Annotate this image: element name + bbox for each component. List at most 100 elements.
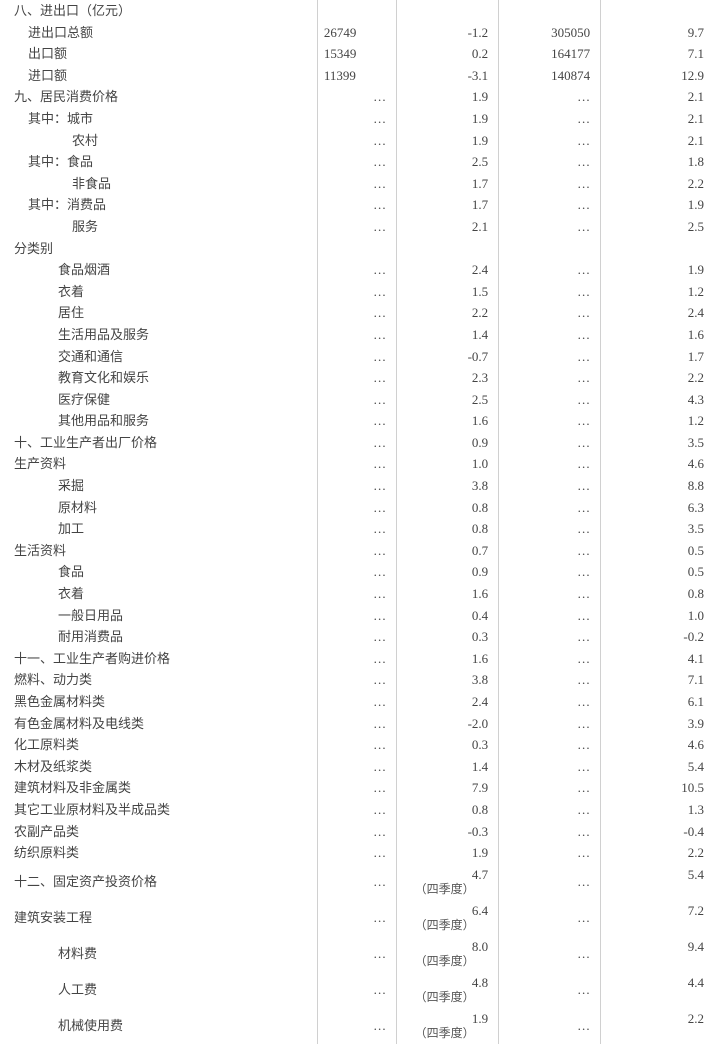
row-value-3: … xyxy=(499,583,601,605)
row-value-2: -3.1 xyxy=(397,65,499,87)
row-value-4: 1.2 xyxy=(601,410,714,432)
table-row: 采掘…3.8…8.8 xyxy=(0,475,714,497)
row-value-3: … xyxy=(499,346,601,368)
row-label: 衣着 xyxy=(0,281,317,303)
row-label: 其中：食品 xyxy=(0,151,317,173)
row-value-3: … xyxy=(499,302,601,324)
row-value-3: … xyxy=(499,151,601,173)
row-value-3: … xyxy=(499,130,601,152)
row-label: 生活资料 xyxy=(0,540,317,562)
row-value-4: 1.7 xyxy=(601,346,714,368)
value-subnote: （四季度） xyxy=(401,918,488,932)
row-value-4: 3.5 xyxy=(601,518,714,540)
row-value-3: … xyxy=(499,756,601,778)
row-value-1: … xyxy=(317,302,396,324)
table-row: 分类别 xyxy=(0,238,714,260)
row-label: 木材及纸浆类 xyxy=(0,756,317,778)
row-value-4: 2.4 xyxy=(601,302,714,324)
row-value-3: … xyxy=(499,216,601,238)
row-label: 一般日用品 xyxy=(0,605,317,627)
row-value-3: … xyxy=(499,324,601,346)
row-value-2: 2.4 xyxy=(397,259,499,281)
value-subnote: （四季度） xyxy=(401,990,488,1004)
row-value-4: 0.5 xyxy=(601,561,714,583)
row-value-3: … xyxy=(499,173,601,195)
row-value-1: … xyxy=(317,936,396,972)
row-label: 农副产品类 xyxy=(0,821,317,843)
table-row: 燃料、动力类…3.8…7.1 xyxy=(0,669,714,691)
table-row: 衣着…1.5…1.2 xyxy=(0,281,714,303)
row-value-3: … xyxy=(499,713,601,735)
row-value-4: 5.4 xyxy=(601,756,714,778)
row-label: 其中：消费品 xyxy=(0,194,317,216)
row-value-4: 0.8 xyxy=(601,583,714,605)
row-value-1: … xyxy=(317,410,396,432)
row-value-2: 2.1 xyxy=(397,216,499,238)
row-label: 食品 xyxy=(0,561,317,583)
table-row: 食品…0.9…0.5 xyxy=(0,561,714,583)
row-value-4: 4.6 xyxy=(601,734,714,756)
row-label: 纺织原料类 xyxy=(0,842,317,864)
row-label: 化工原料类 xyxy=(0,734,317,756)
row-value-1: … xyxy=(317,734,396,756)
row-label: 九、居民消费价格 xyxy=(0,86,317,108)
row-value-4: 2.2 xyxy=(601,842,714,864)
row-value-3: … xyxy=(499,108,601,130)
row-value-1: … xyxy=(317,864,396,900)
row-label: 其它工业原材料及半成品类 xyxy=(0,799,317,821)
row-value-4: 2.1 xyxy=(601,130,714,152)
row-value-2: 1.7 xyxy=(397,194,499,216)
row-label: 燃料、动力类 xyxy=(0,669,317,691)
table-row: 黑色金属材料类…2.4…6.1 xyxy=(0,691,714,713)
table-row: 交通和通信…-0.7…1.7 xyxy=(0,346,714,368)
row-value-3: … xyxy=(499,281,601,303)
row-value-2: 1.4 xyxy=(397,756,499,778)
row-value-3: … xyxy=(499,453,601,475)
row-label: 教育文化和娱乐 xyxy=(0,367,317,389)
row-value-3: … xyxy=(499,777,601,799)
row-value-1: … xyxy=(317,713,396,735)
row-value-4: 6.3 xyxy=(601,497,714,519)
row-value-2 xyxy=(397,238,499,260)
row-value-3: … xyxy=(499,475,601,497)
row-value-2: 4.7（四季度） xyxy=(397,864,499,900)
row-value-4: 1.6 xyxy=(601,324,714,346)
row-value-3: … xyxy=(499,367,601,389)
row-label: 衣着 xyxy=(0,583,317,605)
row-value-3: … xyxy=(499,842,601,864)
row-value-1: … xyxy=(317,561,396,583)
row-value-2: 0.8 xyxy=(397,799,499,821)
table-row: 木材及纸浆类…1.4…5.4 xyxy=(0,756,714,778)
row-value-4 xyxy=(601,238,714,260)
table-row: 其他用品和服务…1.6…1.2 xyxy=(0,410,714,432)
row-value-2: 0.7 xyxy=(397,540,499,562)
row-value-4: 1.0 xyxy=(601,605,714,627)
row-value-1: … xyxy=(317,518,396,540)
row-value-2: 1.6 xyxy=(397,583,499,605)
table-row: 一般日用品…0.4…1.0 xyxy=(0,605,714,627)
row-value-1: … xyxy=(317,453,396,475)
row-value-3: … xyxy=(499,669,601,691)
row-value-1: … xyxy=(317,432,396,454)
table-row: 原材料…0.8…6.3 xyxy=(0,497,714,519)
table-row: 生产资料…1.0…4.6 xyxy=(0,453,714,475)
table-row: 耐用消费品…0.3…-0.2 xyxy=(0,626,714,648)
table-row: 进出口总额26749-1.23050509.7 xyxy=(0,22,714,44)
row-value-1: … xyxy=(317,605,396,627)
table-row: 八、进出口（亿元） xyxy=(0,0,714,22)
row-value-3: … xyxy=(499,691,601,713)
table-row: 化工原料类…0.3…4.6 xyxy=(0,734,714,756)
row-value-2: 3.8 xyxy=(397,475,499,497)
row-value-2: 4.8（四季度） xyxy=(397,972,499,1008)
row-value-3: … xyxy=(499,410,601,432)
row-value-4: 1.2 xyxy=(601,281,714,303)
row-value-4: 2.2 xyxy=(601,367,714,389)
table-row: 十二、固定资产投资价格…4.7（四季度）…5.4 xyxy=(0,864,714,900)
row-value-4: -0.4 xyxy=(601,821,714,843)
row-value-4 xyxy=(601,0,714,22)
row-value-2: 2.5 xyxy=(397,389,499,411)
row-value-4: 12.9 xyxy=(601,65,714,87)
row-value-3: 164177 xyxy=(499,43,601,65)
row-label: 非食品 xyxy=(0,173,317,195)
row-value-4: 2.2 xyxy=(601,173,714,195)
